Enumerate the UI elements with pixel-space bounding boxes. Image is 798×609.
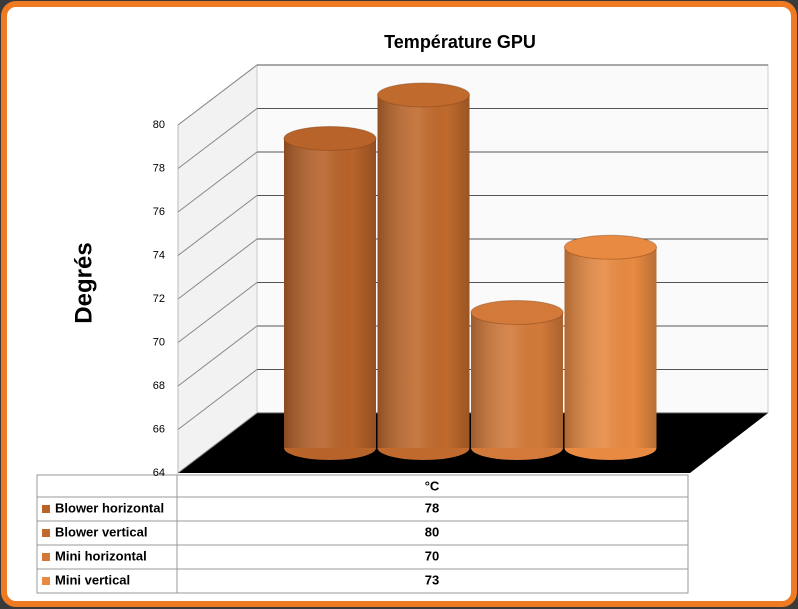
legend-label: Blower vertical [55, 524, 148, 539]
y-tick-label: 74 [153, 249, 165, 261]
bar-shade [377, 95, 470, 448]
legend-swatch [42, 529, 50, 537]
legend-swatch [42, 577, 50, 585]
y-tick-label: 80 [153, 119, 165, 131]
legend-label: Blower horizontal [55, 500, 164, 515]
y-tick-label: 64 [153, 467, 165, 479]
y-axis-label: Degrés [70, 242, 97, 323]
grid-line-side [177, 325, 258, 387]
legend-label: Mini horizontal [55, 548, 147, 563]
data-table [36, 474, 689, 594]
table-border [36, 474, 689, 594]
legend-swatch [42, 553, 50, 561]
grid-line-side [177, 195, 258, 256]
chart-title: Température GPU [384, 32, 536, 52]
cylinder-top [564, 234, 657, 260]
y-tick-label: 68 [153, 380, 165, 392]
cylinder-top [470, 300, 564, 325]
grid-line-side [177, 369, 258, 430]
grid-line-side [177, 282, 258, 343]
grid-line-side [177, 238, 258, 300]
legend-label: Mini vertical [55, 572, 130, 587]
y-tick-label: 72 [153, 293, 165, 305]
grid-line-side [177, 108, 258, 169]
cylinder-top [283, 126, 377, 151]
grid-line-side [177, 151, 258, 213]
y-tick-label: 76 [153, 206, 165, 218]
table-value: 70 [425, 548, 439, 563]
bar-shade [284, 138, 376, 448]
cylinder-top [377, 82, 470, 108]
grid-line-side [177, 64, 258, 126]
table-header: °C [425, 478, 440, 493]
y-tick-label: 70 [153, 336, 165, 348]
bar-shade [471, 312, 563, 448]
y-tick-label: 66 [153, 423, 165, 435]
table-value: 73 [425, 572, 439, 587]
legend-swatch [42, 505, 50, 513]
table-value: 78 [425, 500, 439, 515]
bar-shade [564, 247, 657, 448]
y-tick-label: 78 [153, 162, 165, 174]
table-value: 80 [425, 524, 439, 539]
grid-line-side [177, 412, 258, 474]
